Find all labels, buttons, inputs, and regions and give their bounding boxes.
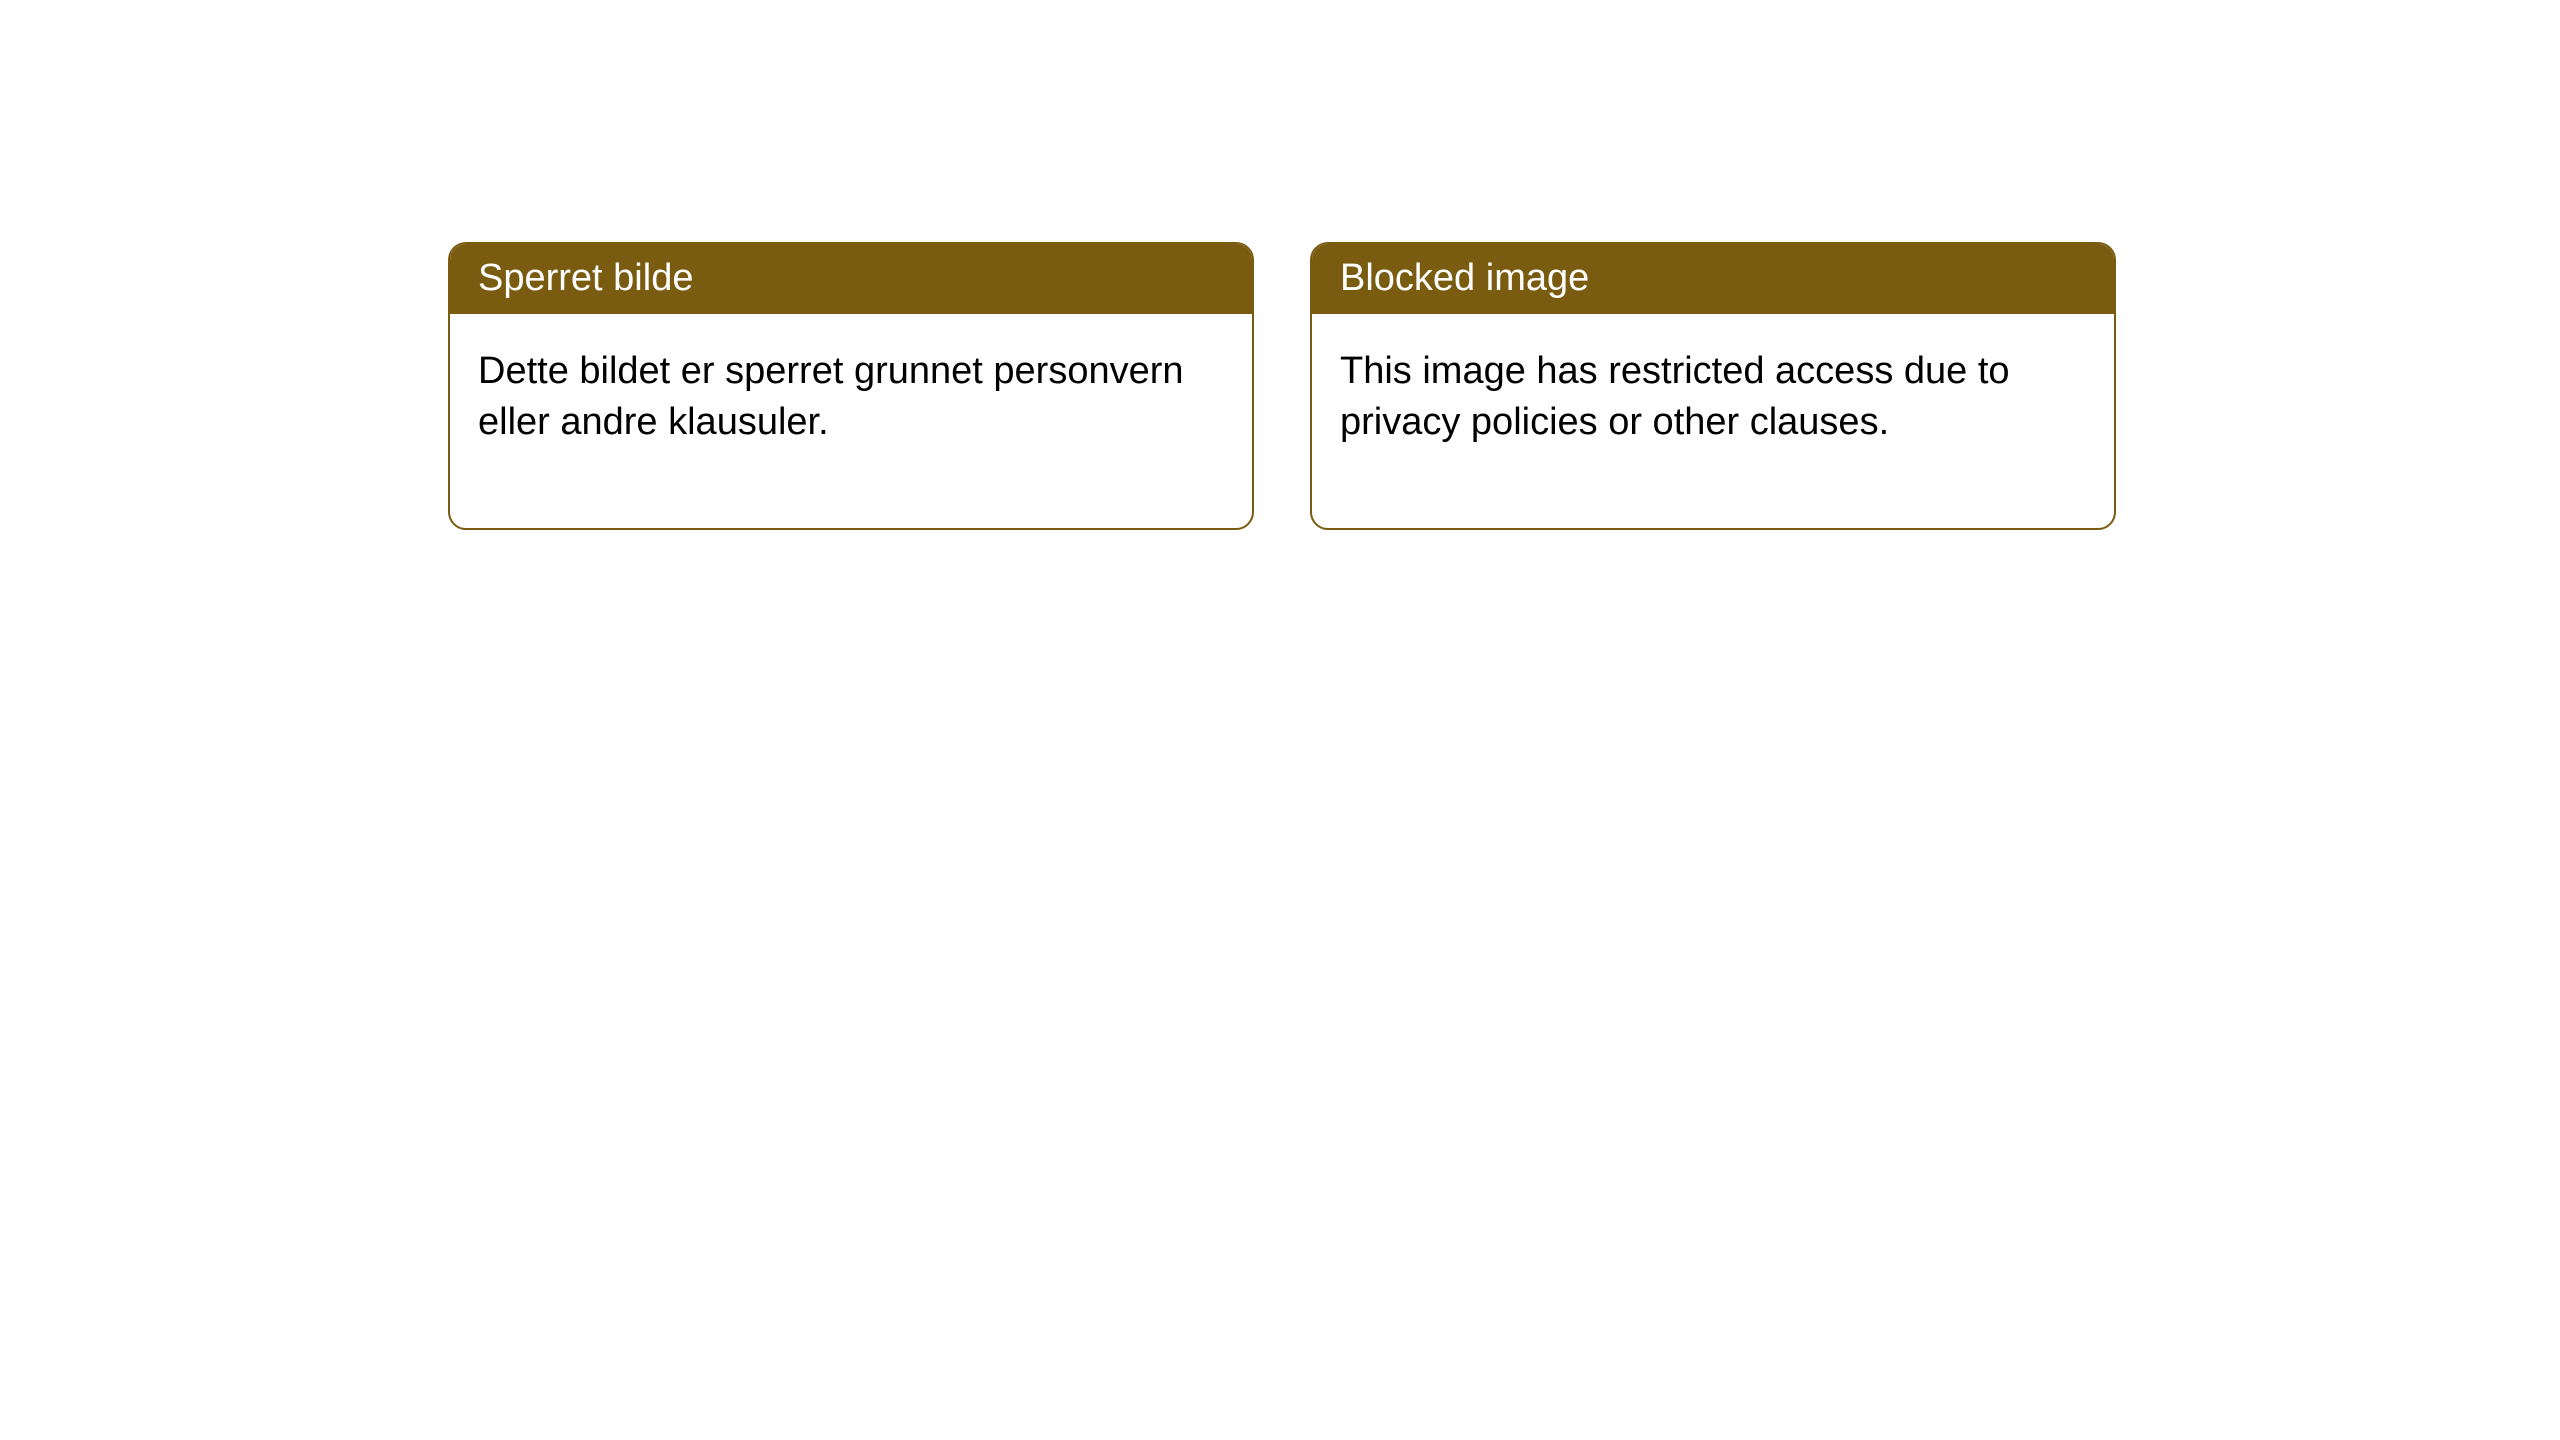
notice-card-body: Dette bildet er sperret grunnet personve… <box>450 314 1252 529</box>
notice-container: Sperret bilde Dette bildet er sperret gr… <box>0 0 2560 530</box>
notice-card-title: Sperret bilde <box>450 244 1252 314</box>
notice-card-en: Blocked image This image has restricted … <box>1310 242 2116 530</box>
notice-card-title: Blocked image <box>1312 244 2114 314</box>
notice-card-no: Sperret bilde Dette bildet er sperret gr… <box>448 242 1254 530</box>
notice-card-body: This image has restricted access due to … <box>1312 314 2114 529</box>
